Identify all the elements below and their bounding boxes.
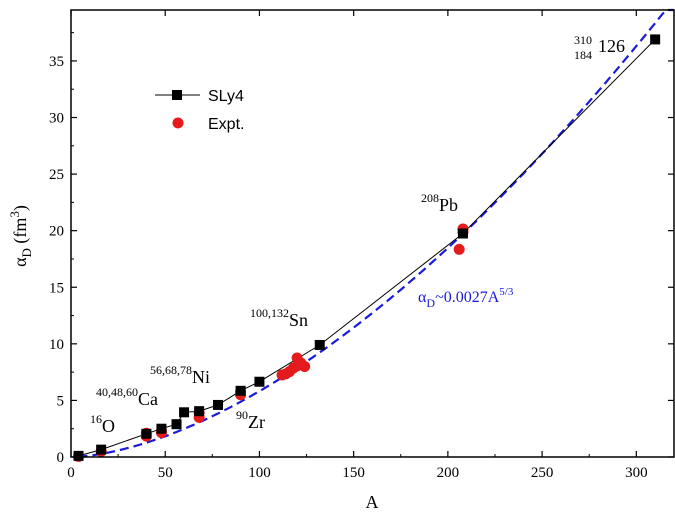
sly4-point bbox=[194, 406, 205, 417]
series-layer bbox=[73, 8, 674, 462]
y-tick-label: 5 bbox=[57, 393, 65, 409]
legend: SLy4 Expt. bbox=[155, 88, 244, 133]
legend-sly4-marker bbox=[172, 90, 182, 100]
expt-point bbox=[299, 360, 311, 372]
annotation-126-sup: 310 bbox=[574, 33, 592, 47]
sly4-point bbox=[179, 407, 190, 418]
y-tick-label: 35 bbox=[49, 54, 64, 70]
annotation-sn: 100,132Sn bbox=[250, 306, 308, 330]
x-tick-label: 0 bbox=[67, 465, 75, 481]
annotation-126: 126 bbox=[598, 36, 625, 56]
x-tick-label: 250 bbox=[531, 465, 554, 481]
sly4-point bbox=[96, 444, 107, 455]
sly4-point bbox=[73, 450, 84, 461]
annotation-ca: 40,48,60Ca bbox=[96, 385, 158, 409]
legend-sly4-label: SLy4 bbox=[208, 88, 244, 105]
sly4-point bbox=[314, 339, 325, 350]
x-tick-label: 200 bbox=[437, 465, 460, 481]
y-tick-label: 15 bbox=[49, 280, 64, 296]
x-tick-label: 150 bbox=[342, 465, 365, 481]
annotation-o16: 16O bbox=[90, 412, 115, 436]
y-tick-label: 25 bbox=[49, 167, 64, 183]
legend-expt-label: Expt. bbox=[208, 116, 244, 133]
sly4-point bbox=[457, 228, 468, 239]
sly4-point bbox=[235, 385, 246, 396]
annotation-pb: 208Pb bbox=[421, 191, 458, 215]
plot-frame bbox=[70, 9, 675, 458]
fit-curve bbox=[78, 8, 674, 458]
sly4-point bbox=[141, 428, 152, 439]
legend-expt-marker bbox=[172, 117, 184, 129]
sly4-point bbox=[171, 419, 182, 430]
sly4-point bbox=[212, 399, 223, 410]
annotation-ni: 56,68,78Ni bbox=[150, 363, 210, 387]
expt-point bbox=[453, 243, 465, 255]
annotation-zr: 90Zr bbox=[236, 408, 265, 432]
x-tick-label: 100 bbox=[248, 465, 271, 481]
y-tick-label: 0 bbox=[57, 450, 65, 466]
sly4-point bbox=[650, 34, 661, 45]
y-tick-label: 30 bbox=[49, 111, 64, 127]
y-tick-label: 20 bbox=[49, 224, 64, 240]
x-tick-label: 50 bbox=[158, 465, 173, 481]
y-axis-title: αD (fm3) bbox=[7, 205, 34, 267]
x-tick-label: 300 bbox=[625, 465, 648, 481]
y-tick-label: 10 bbox=[49, 337, 64, 353]
sly4-point bbox=[156, 423, 167, 434]
x-axis-title: A bbox=[366, 492, 379, 512]
fit-formula-label: αD~0.0027A5/3 bbox=[418, 286, 514, 310]
annotation-126-sub: 184 bbox=[574, 48, 592, 62]
ticks-layer: 0 50 100 150 200 250 300 0 5 10 15 20 25 30 35 bbox=[49, 10, 674, 481]
sly4-point bbox=[254, 376, 265, 387]
